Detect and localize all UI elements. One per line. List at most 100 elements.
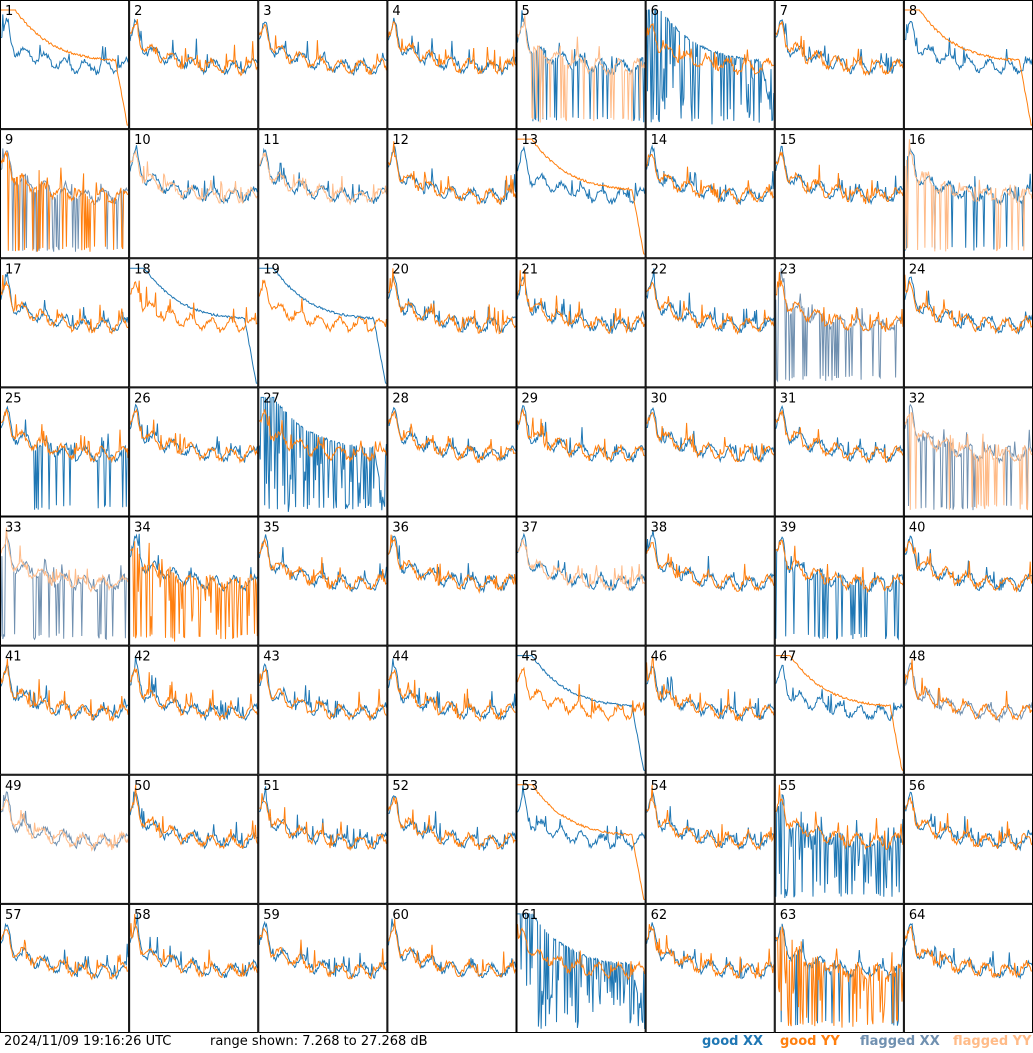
panel-31: 31 <box>774 387 904 517</box>
panel-20-border <box>387 258 517 388</box>
panel-11: 11 <box>258 129 388 259</box>
panel-23-yy-line <box>775 271 904 332</box>
panel-13-xx-line <box>517 145 646 205</box>
panel-18-xx-line <box>130 267 258 384</box>
panel-43-yy-line <box>258 667 387 721</box>
panel-33-border <box>0 516 130 646</box>
panel-42-xx-line <box>129 655 258 722</box>
panel-8: 8 <box>903 0 1033 130</box>
panel-28: 28 <box>387 387 517 517</box>
panel-28-border <box>387 387 517 517</box>
panel-32-label: 32 <box>909 391 926 406</box>
panel-34-border <box>129 516 259 646</box>
panel-5-yy-line <box>517 15 646 123</box>
panel-61-label: 61 <box>522 908 539 923</box>
panel-26-border <box>129 387 259 517</box>
panel-62-border <box>645 903 775 1033</box>
panel-18-label: 18 <box>134 262 151 277</box>
panel-57-xx-line <box>0 922 129 981</box>
panel-9: 9 <box>0 129 130 259</box>
panel-42-label: 42 <box>134 650 151 665</box>
panel-12-border <box>387 129 517 259</box>
panel-40-yy-line <box>904 540 1033 593</box>
panel-4-label: 4 <box>392 4 400 19</box>
panel-22: 22 <box>645 258 775 388</box>
panel-36-border <box>387 516 517 646</box>
panel-51: 51 <box>258 774 388 904</box>
panel-50-yy-line <box>129 784 258 850</box>
panel-29-yy-line <box>517 407 645 462</box>
panel-59-label: 59 <box>263 908 280 923</box>
panel-9-border <box>0 129 130 259</box>
panel-3: 3 <box>258 0 388 130</box>
panel-20: 20 <box>387 258 517 388</box>
panel-11-xx-line <box>259 147 387 204</box>
panel-23: 23 <box>774 258 904 388</box>
panel-29: 29 <box>516 387 646 517</box>
panel-48-yy-line <box>904 659 1033 721</box>
panel-55: 55 <box>774 774 904 904</box>
panel-10-border <box>129 129 259 259</box>
panel-33-label: 33 <box>5 521 22 536</box>
panel-45-label: 45 <box>522 650 539 665</box>
panel-2-yy-line <box>129 19 258 77</box>
panel-40-xx-line <box>904 535 1033 592</box>
panel-8-border <box>903 0 1033 130</box>
panel-59-yy-line <box>258 927 387 980</box>
timestamp: 2024/11/09 19:16:26 UTC <box>4 1034 172 1049</box>
panel-56-label: 56 <box>909 779 926 794</box>
panel-1-yy-line <box>1 9 129 126</box>
panel-28-yy-line <box>387 410 516 464</box>
panel-30: 30 <box>645 387 775 517</box>
panel-35-border <box>258 516 388 646</box>
panel-40-label: 40 <box>909 521 926 536</box>
panel-55-label: 55 <box>780 779 797 794</box>
panel-57-yy-line <box>0 929 129 981</box>
panel-63-border <box>774 903 904 1033</box>
panel-9-label: 9 <box>5 133 13 148</box>
panel-45-xx-line <box>517 655 645 772</box>
panel-56-yy-line <box>904 796 1033 851</box>
panel-27-xx-line <box>258 396 387 512</box>
panel-37: 37 <box>516 516 646 646</box>
panel-8-xx-line <box>904 21 1033 76</box>
panel-17-label: 17 <box>5 262 22 277</box>
panel-47-label: 47 <box>780 650 797 665</box>
panel-39-yy-line <box>775 539 904 594</box>
panel-58: 58 <box>129 903 259 1033</box>
panel-1-border <box>0 0 130 130</box>
panel-17: 17 <box>0 258 130 388</box>
panel-46: 46 <box>645 645 775 775</box>
panel-6-border <box>645 0 775 130</box>
panel-31-yy-line <box>775 410 904 464</box>
panel-29-label: 29 <box>522 391 539 406</box>
range-text: range shown: 7.268 to 27.268 dB <box>210 1034 428 1049</box>
panel-22-xx-line <box>646 268 775 334</box>
panel-46-border <box>645 645 775 775</box>
panel-29-border <box>516 387 646 517</box>
panel-42-yy-line <box>129 667 258 721</box>
panel-32-yy-line <box>904 411 1033 511</box>
panel-60-label: 60 <box>392 908 409 923</box>
panel-55-border <box>774 774 904 904</box>
panel-64: 64 <box>903 903 1033 1033</box>
panel-53-xx-line <box>517 784 646 852</box>
panel-30-yy-line <box>646 411 775 463</box>
panel-39-label: 39 <box>780 521 797 536</box>
panel-42-border <box>129 645 259 775</box>
panel-44-yy-line <box>388 668 516 722</box>
legend-flagged-xx: flagged XX <box>860 1034 940 1049</box>
panel-48-label: 48 <box>909 650 926 665</box>
panel-26-label: 26 <box>134 391 151 406</box>
panel-32-xx-line <box>904 403 1033 511</box>
panel-58-border <box>129 903 259 1033</box>
panel-15-label: 15 <box>780 133 797 148</box>
panel-42: 42 <box>129 645 259 775</box>
panel-52-label: 52 <box>392 779 409 794</box>
panel-61: 61 <box>516 903 646 1033</box>
panel-52: 52 <box>387 774 517 904</box>
panel-41-label: 41 <box>5 650 22 665</box>
panel-51-border <box>258 774 388 904</box>
panel-38-yy-line <box>646 541 775 592</box>
panel-49-label: 49 <box>5 779 22 794</box>
